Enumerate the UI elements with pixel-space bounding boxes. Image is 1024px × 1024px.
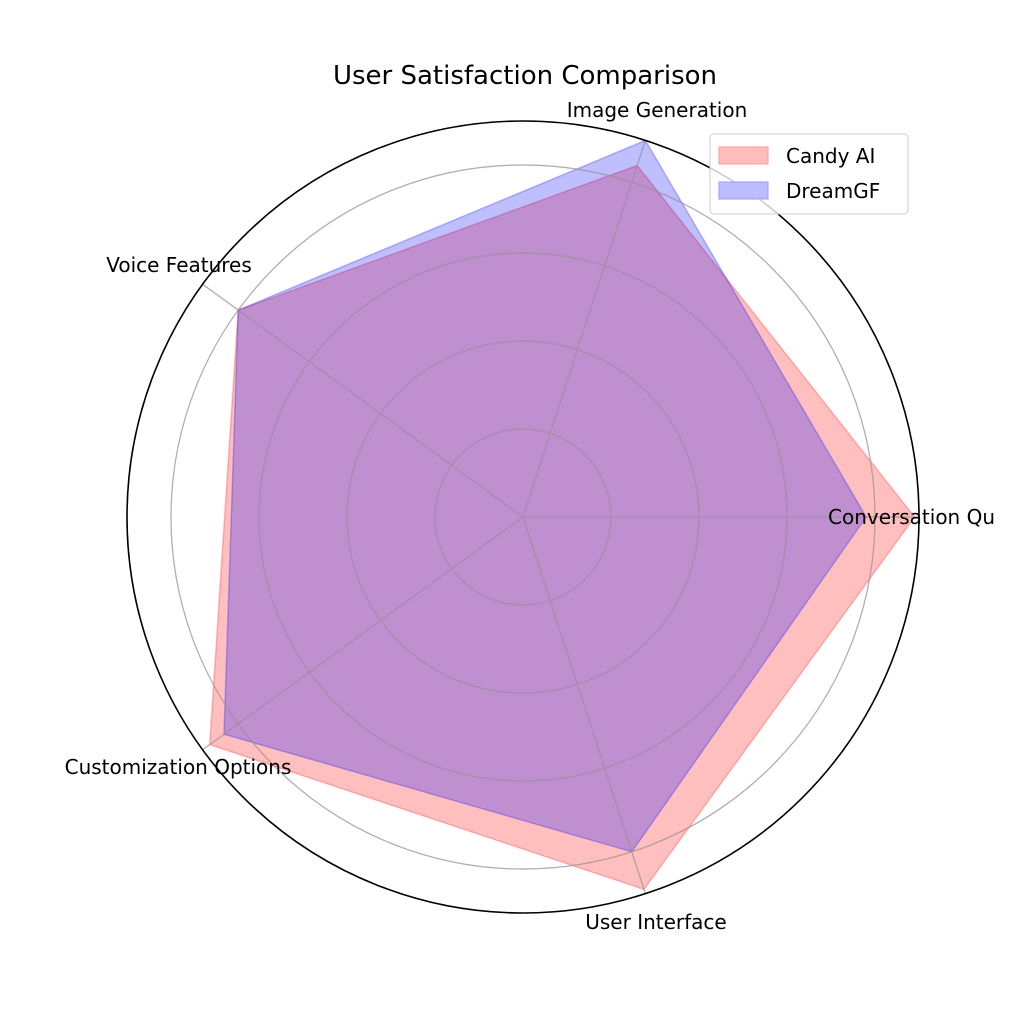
axis-label-voice-features: Voice Features [106, 253, 252, 277]
grid-overlay [170, 140, 919, 894]
legend-swatch-candy-ai [718, 146, 769, 165]
legend-label-dreamgf: DreamGF [786, 179, 880, 203]
outer-frame-circle [126, 120, 920, 914]
grid-spoke [522, 516, 646, 894]
legend-swatch-dreamgf [718, 181, 769, 200]
axis-label-image-generation: Image Generation [567, 98, 748, 122]
series-polygon-dreamgf [223, 139, 868, 853]
legend: Candy AI DreamGF [709, 133, 909, 215]
chart-title: User Satisfaction Comparison [333, 61, 717, 91]
axis-label-user-interface: User Interface [585, 910, 726, 934]
grid-spoke [202, 283, 524, 518]
grid-spoke [522, 140, 646, 518]
axis-label-conversation: Conversation Qu [828, 505, 995, 529]
series-polygons [170, 139, 919, 894]
grid-spoke [202, 516, 524, 751]
axis-label-customization-options: Customization Options [65, 755, 292, 779]
legend-label-candy-ai: Candy AI [786, 144, 875, 168]
